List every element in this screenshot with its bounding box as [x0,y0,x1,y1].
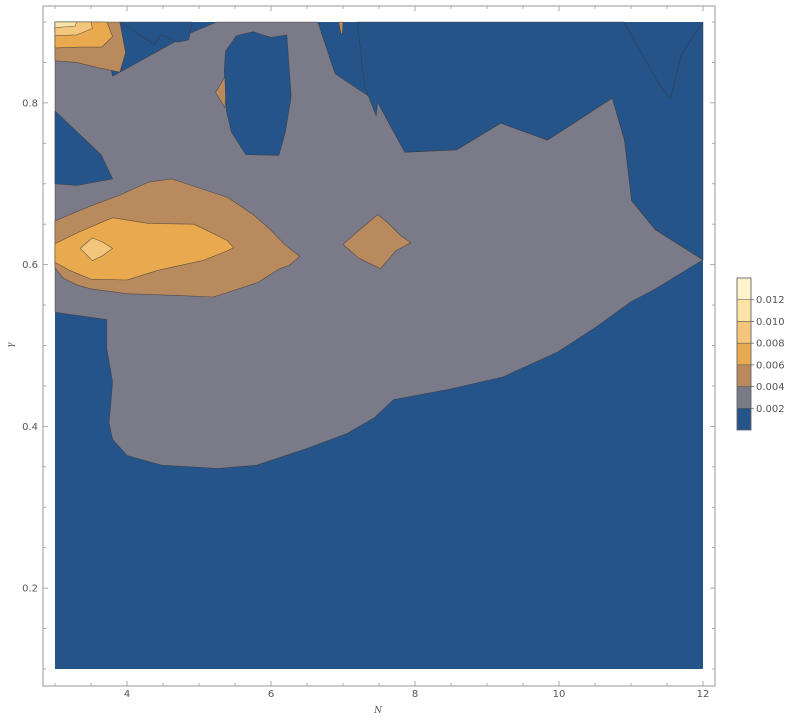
legend-swatch [736,364,752,387]
contour-band-3 [223,31,292,156]
contour-band-8 [342,214,412,270]
y-tick-label: 0.4 [22,422,38,433]
contour-band-9 [215,76,226,108]
y-tick-label: 0.8 [22,98,38,109]
legend-label: 0.008 [756,339,785,350]
y-tick-label: 0.2 [22,584,38,595]
legend-label: 0.004 [756,382,785,393]
x-tick-label: 10 [553,689,566,700]
contour-band-4 [357,21,704,261]
contour-band-13 [54,21,77,29]
contour-band-6 [54,217,234,281]
contour-band-1 [54,110,113,186]
y-tick-label: 0.6 [22,260,38,271]
x-tick-label: 8 [412,689,418,700]
color-legend: 0.002 0.004 0.006 0.008 0.010 0.012 [736,277,785,431]
y-axis-label: γ [6,342,16,348]
contour-band-7 [79,237,113,261]
legend-swatch [736,408,752,431]
legend-label: 0.006 [756,360,785,371]
legend-label: 0.012 [756,295,785,306]
legend-label: 0.002 [756,404,785,415]
legend-swatch [736,277,752,300]
contour-bands [54,21,704,669]
legend-frame [736,277,752,431]
legend-swatch [736,299,752,322]
y-axis-ticks: 0.2 0.4 0.6 0.8 [22,21,715,670]
x-axis-label: N [373,706,383,716]
contour-band-2 [119,21,193,45]
x-tick-label: 6 [268,689,274,700]
x-tick-label: 12 [697,689,710,700]
legend-swatch [736,321,752,344]
legend-label: 0.010 [756,317,785,328]
legend-swatch [736,342,752,366]
x-tick-label: 4 [124,689,130,700]
legend-swatch [736,386,752,409]
x-axis-ticks: 4 6 8 10 12 [54,6,710,700]
contour-band-14 [338,21,344,35]
